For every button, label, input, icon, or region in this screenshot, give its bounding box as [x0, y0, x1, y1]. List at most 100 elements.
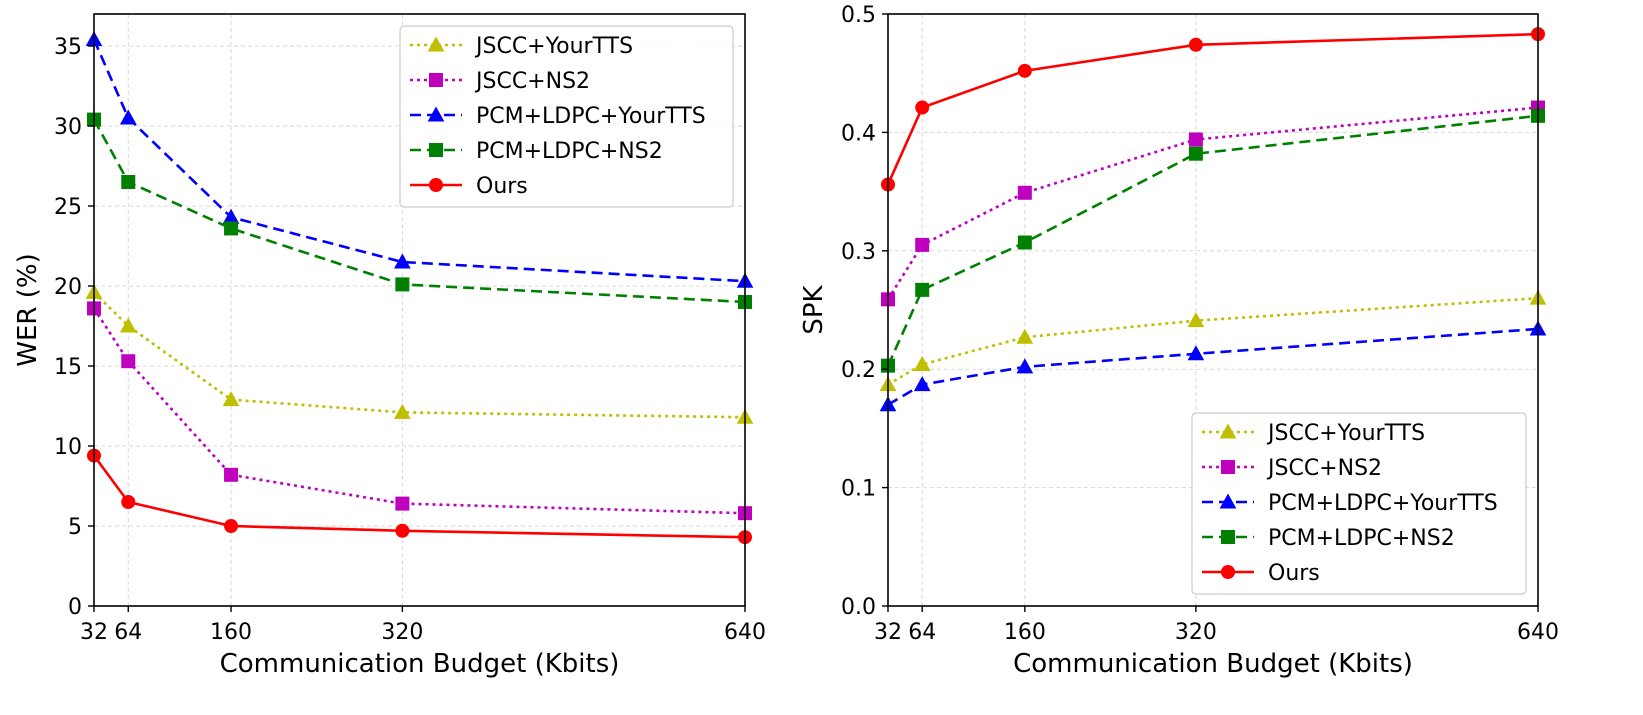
x-tick-label: 160: [1004, 620, 1046, 645]
series-line: [92, 118, 746, 304]
legend-label: Ours: [1268, 561, 1320, 586]
series-jscc-yourtts: [879, 289, 1547, 392]
legend-marker: [1221, 530, 1235, 544]
legend-marker: [1219, 423, 1237, 439]
data-point: [224, 467, 239, 482]
y-tick-label: 5: [68, 515, 82, 540]
legend-box: [399, 25, 734, 208]
legend-label: JSCC+NS2: [474, 69, 590, 94]
data-point: [1016, 358, 1034, 374]
data-point: [913, 355, 931, 371]
series-line: [92, 454, 746, 539]
legend-marker: [429, 73, 443, 87]
series-line: [886, 114, 1539, 367]
plot-frame: [93, 13, 746, 607]
series-ours: [87, 448, 752, 545]
legend: JSCC+YourTTS JSCC+NS2 PCM+LDPC+YourTTS PCM+…: [1191, 412, 1527, 595]
data-point: [1188, 37, 1203, 52]
legend-label: PCM+LDPC+NS2: [476, 139, 663, 164]
legend-label: PCM+LDPC+NS2: [1268, 526, 1455, 551]
series-line: [887, 327, 1539, 406]
data-point: [119, 109, 137, 125]
series-pcm-ldpc-yourtts: [879, 320, 1547, 412]
data-point: [915, 100, 930, 115]
data-point: [1188, 146, 1203, 161]
legend-label: Ours: [476, 174, 528, 199]
legend-label: JSCC+NS2: [1266, 456, 1382, 481]
series-line: [887, 296, 1539, 386]
data-point: [395, 523, 410, 538]
y-tick-label: 0.3: [841, 240, 876, 265]
series-line: [92, 307, 746, 515]
y-tick-label: 0.5: [841, 3, 876, 28]
legend-marker: [1221, 460, 1235, 474]
y-tick-label: 0.0: [841, 595, 876, 620]
legend-marker: [429, 178, 443, 192]
data-point: [121, 495, 136, 509]
legend-item: JSCC+YourTTS: [1202, 421, 1425, 446]
legend-marker: [427, 106, 445, 122]
legend-item: PCM+LDPC+NS2: [410, 139, 663, 164]
x-tick-label: 160: [210, 620, 252, 645]
data-point: [224, 221, 239, 236]
x-tick-label: 640: [724, 620, 766, 645]
legend-item: JSCC+NS2: [1202, 456, 1382, 481]
series-line: [886, 106, 1539, 301]
data-point: [1017, 235, 1032, 250]
data-point: [119, 317, 137, 333]
y-tick-label: 25: [54, 195, 82, 220]
y-axis-title: SPK: [799, 284, 829, 334]
legend-item: PCM+LDPC+YourTTS: [410, 104, 706, 129]
y-tick-label: 35: [54, 35, 82, 60]
data-point: [121, 175, 136, 189]
y-tick-label: 15: [54, 355, 82, 380]
data-point: [394, 403, 411, 419]
legend-item: Ours: [1202, 561, 1320, 586]
y-tick-label: 0: [68, 595, 82, 620]
x-tick-label: 64: [114, 620, 142, 645]
legend: JSCC+YourTTS JSCC+NS2 PCM+LDPC+YourTTS PCM+…: [399, 25, 734, 208]
series-pcm-ldpc-ns2: [881, 108, 1545, 373]
data-point: [394, 253, 411, 269]
data-point: [1017, 185, 1032, 200]
x-tick-label: 640: [1517, 620, 1559, 645]
wer-chart: 32 64 160 320 640 0 5 10 15 20 25 30 35 Communication…: [13, 13, 766, 679]
legend-label: PCM+LDPC+YourTTS: [476, 104, 706, 129]
data-point: [395, 496, 410, 511]
x-axis-title: Communication Budget (Kbits): [220, 649, 620, 679]
legend-marker: [429, 143, 443, 157]
y-tick-label: 10: [54, 435, 82, 460]
legend-label: JSCC+YourTTS: [474, 34, 633, 59]
legend-label: JSCC+YourTTS: [1266, 421, 1425, 446]
data-point: [1187, 345, 1205, 361]
data-point: [222, 391, 240, 407]
y-tick-label: 20: [54, 275, 82, 300]
legend-marker: [1221, 565, 1235, 579]
data-point: [121, 354, 136, 369]
y-tick-label: 30: [54, 115, 82, 140]
data-point: [222, 208, 240, 224]
data-point: [1017, 63, 1032, 78]
legend-marker: [1219, 493, 1237, 509]
y-tick-label: 0.4: [841, 121, 876, 146]
series-line: [93, 291, 746, 419]
data-point: [1187, 312, 1205, 328]
legend-box: [1191, 412, 1527, 595]
legend-marker: [427, 36, 445, 52]
series-jscc-yourtts: [85, 283, 754, 424]
legend-item: Ours: [410, 174, 528, 199]
x-axis-title: Communication Budget (Kbits): [1013, 649, 1413, 679]
legend-item: JSCC+NS2: [410, 69, 590, 94]
legend-label: PCM+LDPC+YourTTS: [1268, 491, 1498, 516]
spk-chart: 32 64 160 320 640 0.0 0.1 0.2 0.3 0.4 0.5 Communica…: [799, 3, 1559, 679]
data-point: [915, 237, 930, 252]
legend-item: PCM+LDPC+NS2: [1202, 526, 1455, 551]
data-point: [1016, 328, 1034, 344]
y-tick-label: 0.2: [841, 358, 876, 383]
legend-item: PCM+LDPC+YourTTS: [1202, 491, 1498, 516]
data-point: [224, 519, 239, 533]
series-jscc-ns2: [87, 301, 752, 521]
series-line: [886, 32, 1539, 186]
legend-item: JSCC+YourTTS: [410, 34, 633, 59]
